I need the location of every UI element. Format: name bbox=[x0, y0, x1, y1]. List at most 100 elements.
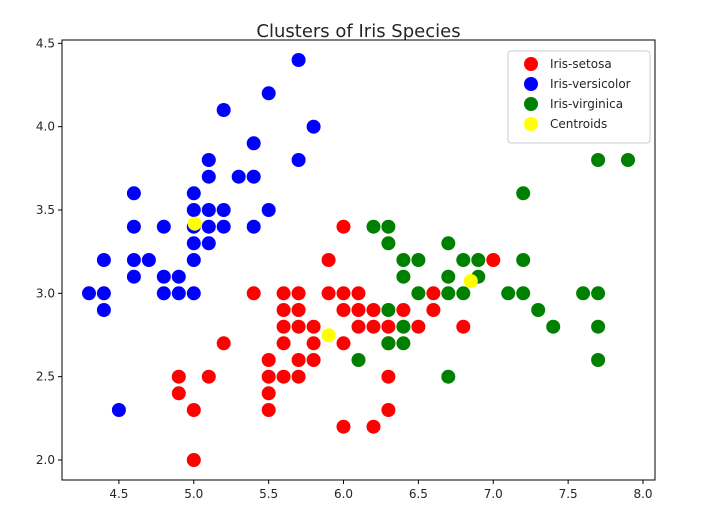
data-point bbox=[306, 336, 321, 351]
data-point bbox=[126, 186, 141, 201]
data-point bbox=[456, 253, 471, 267]
legend: Iris-setosa Iris-versicolor Iris-virginica… bbox=[507, 50, 651, 144]
data-point bbox=[621, 153, 635, 167]
data-point bbox=[381, 219, 396, 234]
data-point bbox=[156, 286, 171, 301]
points-layer bbox=[82, 53, 635, 467]
data-point bbox=[201, 236, 216, 251]
data-point bbox=[291, 319, 306, 334]
data-point bbox=[261, 403, 276, 417]
data-point bbox=[591, 319, 606, 334]
data-point bbox=[336, 419, 351, 434]
data-point bbox=[426, 303, 441, 317]
data-point bbox=[366, 319, 381, 334]
centroid-point bbox=[463, 274, 478, 288]
data-point bbox=[246, 286, 261, 301]
data-point bbox=[201, 169, 216, 184]
data-point bbox=[171, 386, 186, 401]
data-point bbox=[96, 286, 111, 301]
data-point bbox=[381, 336, 396, 351]
data-point bbox=[216, 219, 231, 234]
x-tick-label: 7.5 bbox=[559, 487, 578, 501]
data-point bbox=[246, 219, 261, 234]
data-point bbox=[426, 286, 441, 301]
legend-marker bbox=[524, 97, 538, 111]
data-point bbox=[171, 286, 186, 301]
data-point bbox=[576, 286, 591, 301]
data-point bbox=[396, 303, 411, 317]
data-point bbox=[381, 369, 396, 384]
data-point bbox=[366, 419, 381, 434]
data-point bbox=[156, 219, 171, 234]
data-point bbox=[516, 186, 531, 201]
data-point bbox=[186, 186, 201, 201]
data-point bbox=[276, 286, 291, 301]
data-point bbox=[351, 353, 366, 367]
x-tick-label: 8.0 bbox=[633, 487, 652, 501]
data-point bbox=[591, 353, 606, 367]
data-point bbox=[276, 319, 291, 334]
data-point bbox=[381, 236, 396, 251]
data-point bbox=[456, 319, 471, 334]
data-point bbox=[381, 319, 396, 334]
y-tick-label: 2.5 bbox=[36, 370, 55, 384]
data-point bbox=[396, 336, 411, 351]
data-point bbox=[366, 303, 381, 317]
data-point bbox=[261, 369, 276, 384]
data-point bbox=[486, 253, 501, 267]
data-point bbox=[396, 253, 411, 267]
y-tick-label: 2.0 bbox=[36, 453, 55, 467]
data-point bbox=[351, 286, 366, 301]
data-point bbox=[591, 286, 606, 301]
data-point bbox=[291, 286, 306, 301]
data-point bbox=[441, 269, 456, 284]
data-point bbox=[381, 303, 396, 317]
data-point bbox=[411, 253, 426, 267]
data-point bbox=[336, 303, 351, 317]
data-point bbox=[201, 369, 216, 384]
data-point bbox=[396, 319, 411, 334]
data-point bbox=[531, 303, 546, 317]
data-point bbox=[306, 319, 321, 334]
data-point bbox=[186, 253, 201, 267]
data-point bbox=[291, 353, 306, 367]
centroid-point bbox=[187, 216, 202, 231]
data-point bbox=[261, 386, 276, 401]
data-point bbox=[291, 369, 306, 384]
legend-marker bbox=[524, 117, 538, 131]
data-point bbox=[186, 236, 201, 251]
data-point bbox=[141, 253, 156, 267]
data-point bbox=[261, 353, 276, 367]
data-point bbox=[111, 403, 126, 417]
data-point bbox=[126, 253, 141, 267]
data-point bbox=[501, 286, 516, 301]
data-point bbox=[186, 403, 201, 417]
data-point bbox=[516, 286, 531, 301]
data-point bbox=[291, 303, 306, 317]
y-tick-label: 3.5 bbox=[36, 203, 55, 217]
data-point bbox=[321, 286, 336, 301]
data-point bbox=[171, 369, 186, 384]
x-tick-label: 5.5 bbox=[259, 487, 278, 501]
y-axis: 2.0 2.5 3.0 3.5 4.0 4.5 bbox=[36, 36, 62, 467]
centroid-point bbox=[321, 328, 336, 343]
data-point bbox=[336, 219, 351, 234]
data-point bbox=[276, 303, 291, 317]
data-point bbox=[291, 153, 306, 167]
data-point bbox=[516, 253, 531, 267]
data-point bbox=[261, 86, 276, 101]
data-point bbox=[411, 319, 426, 334]
data-point bbox=[471, 253, 486, 267]
data-point bbox=[306, 119, 321, 134]
data-point bbox=[186, 286, 201, 301]
x-tick-label: 4.5 bbox=[109, 487, 128, 501]
data-point bbox=[171, 269, 186, 284]
data-point bbox=[201, 153, 216, 167]
data-point bbox=[216, 336, 231, 351]
data-point bbox=[336, 336, 351, 351]
data-point bbox=[456, 286, 471, 301]
data-point bbox=[216, 103, 231, 117]
plot-frame bbox=[61, 39, 656, 481]
data-point bbox=[276, 369, 291, 384]
